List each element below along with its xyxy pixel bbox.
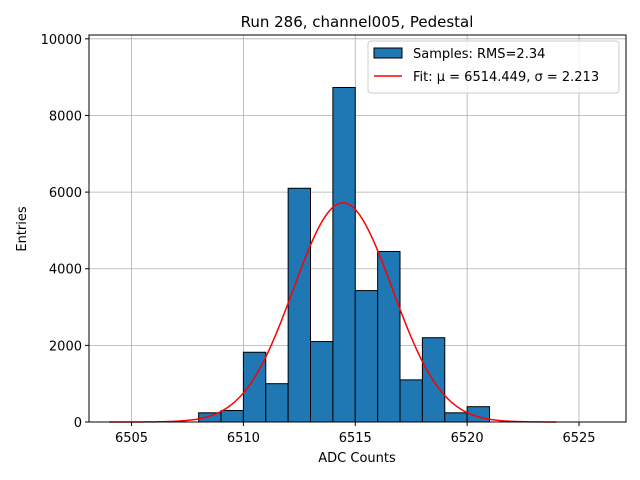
chart-title: Run 286, channel005, Pedestal: [241, 13, 474, 31]
legend-fit-label: Fit: μ = 6514.449, σ = 2.213: [413, 70, 599, 85]
axes-frame: [88, 34, 627, 423]
x-tick-label: 6515: [339, 431, 372, 446]
x-tick-label: 6520: [451, 431, 484, 446]
histogram-bar: [332, 86, 356, 423]
histogram-bar: [198, 412, 222, 423]
histogram-bar: [354, 290, 379, 423]
y-axis-label: Entries: [15, 206, 30, 252]
y-tick-label: 0: [74, 416, 82, 431]
histogram-bar: [220, 410, 244, 423]
histogram-bar: [265, 383, 289, 423]
legend-histogram-label: Samples: RMS=2.34: [413, 47, 545, 62]
histogram-bar: [399, 379, 423, 423]
x-tick-label: 6525: [562, 431, 595, 446]
legend-histogram-swatch: [373, 47, 403, 59]
fit-curve-layer: [109, 202, 557, 423]
legend-box: [367, 40, 620, 94]
histogram-bar: [310, 341, 334, 423]
x-tick-label: 6505: [115, 431, 148, 446]
y-tick-label: 4000: [49, 263, 82, 278]
histogram-bar: [444, 412, 468, 423]
histogram-bar: [377, 250, 401, 423]
y-tick-label: 6000: [49, 186, 82, 201]
axis-ticks: 6505 6510 6515 6520 6525 0 2000 4000 6000 8000 100…: [41, 33, 596, 446]
legend: Samples: RMS=2.34 Fit: μ = 6514.449, σ =…: [367, 40, 620, 94]
y-tick-label: 8000: [49, 109, 82, 124]
x-tick-label: 6510: [227, 431, 260, 446]
histogram-bars: [198, 86, 491, 423]
gaussian-fit-curve: [109, 202, 557, 423]
y-tick-label: 2000: [49, 339, 82, 354]
x-axis-label: ADC Counts: [318, 451, 396, 466]
histogram-bar: [287, 187, 312, 423]
y-tick-label: 10000: [41, 33, 82, 48]
